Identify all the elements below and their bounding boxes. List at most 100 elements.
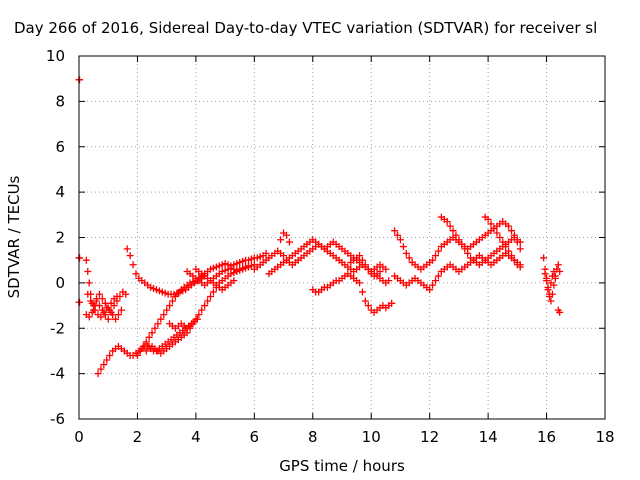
data-series-15 [265,236,393,287]
data-point [285,238,293,246]
data-point [207,292,214,300]
grid-lines [79,56,605,419]
data-point [505,222,513,230]
data-point [356,252,364,260]
x-tick-label: 12 [420,428,439,446]
data-point [399,243,407,251]
data-point [396,236,404,244]
data-point [109,311,117,319]
data-point [195,311,203,319]
data-point [361,297,369,305]
data-point [388,299,396,307]
x-tick-label: 18 [595,428,614,446]
data-point [432,277,440,285]
data-point [391,227,399,235]
data-point [201,302,209,310]
y-axis-label: SDTVAR / TECUs [5,175,23,298]
x-tick-label: 4 [191,428,201,446]
data-point [554,261,562,269]
x-tick-label: 14 [479,428,498,446]
data-series-21 [437,213,524,269]
y-tick-label: 4 [55,183,65,201]
data-point [280,252,288,260]
data-point [356,279,364,287]
data-point [107,299,115,307]
data-point [114,311,122,319]
chart-title: Day 266 of 2016, Sidereal Day-to-day VTE… [14,19,597,37]
data-point [76,254,84,262]
data-point [544,286,552,294]
data-point [262,249,270,257]
data-point [429,256,437,264]
data-point [405,254,413,262]
data-point [97,313,105,321]
data-point [97,365,105,373]
data-point [394,231,402,239]
data-series-18 [347,252,384,280]
y-tick-label: 8 [55,92,65,110]
y-tick-label: 2 [55,229,65,247]
data-point [209,288,217,296]
data-point [230,277,238,285]
data-point [98,295,106,303]
data-point [510,256,518,264]
data-point [516,238,524,246]
data-point [142,338,150,346]
data-point [244,262,252,270]
x-tick-label: 16 [537,428,556,446]
data-point [502,243,510,251]
data-point [382,265,390,273]
data-point [505,247,513,255]
data-point [455,236,463,244]
data-series-16 [277,229,293,246]
data-point [434,247,442,255]
y-tick-label: 10 [46,47,65,65]
x-tick-label: 10 [362,428,381,446]
data-point [82,256,90,264]
data-point [198,306,206,314]
data-point [85,279,93,287]
y-tick-label: 6 [55,138,65,156]
data-point [169,297,177,305]
data-point [129,261,137,269]
data-point [204,297,212,305]
data-point [84,290,92,298]
data-point [84,268,92,276]
axis-ticks: 0 2 4 6 8 10 12 14 16 18 -6 -4 -2 0 2 4 6 8 10 [46,47,615,446]
data-point [364,302,372,310]
data-point [507,227,515,235]
data-point [402,249,410,257]
data-point [547,297,555,305]
data-point [157,315,165,323]
data-point [76,298,84,306]
data-point [507,252,515,260]
x-tick-label: 8 [308,428,318,446]
data-series-25 [554,306,564,316]
data-point [166,302,174,310]
data-point [136,347,144,355]
data-point [358,288,366,296]
x-tick-label: 0 [74,428,84,446]
data-point [547,279,555,287]
data-point [550,268,558,276]
data-point [160,311,168,319]
data-point [545,290,553,298]
data-point [106,351,114,359]
x-axis-label: GPS time / hours [279,457,405,475]
data-point [376,268,384,276]
data-point [458,240,466,248]
data-point [151,324,159,332]
data-point [142,347,150,355]
data-point [93,295,101,303]
data-point [282,231,290,239]
data-point [91,306,99,314]
data-point [132,270,140,278]
data-point [358,256,366,264]
data-series-13 [183,262,252,289]
data-point [139,342,147,350]
data-point [148,329,156,337]
data-point [192,315,200,323]
data-point [464,249,472,257]
